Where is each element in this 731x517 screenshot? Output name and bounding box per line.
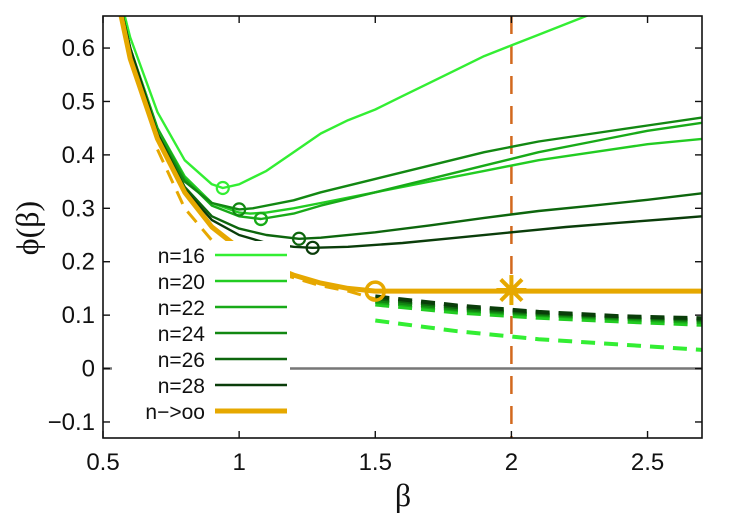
legend-label-5: n=28: [158, 375, 205, 398]
series-5-dashed-branch: [375, 294, 702, 321]
y-tick-label-0: −0.1: [48, 409, 95, 436]
x-tick-label-2: 1.5: [359, 449, 392, 476]
x-axis-label: β: [395, 477, 411, 513]
y-tick-label-6: 0.5: [62, 88, 95, 115]
series-3-line: [121, 16, 702, 211]
series-6-star-marker: [496, 275, 527, 306]
series-1-dashed-branch: [375, 302, 702, 327]
legend-label-3: n=24: [158, 323, 206, 346]
legend-label-0: n=16: [158, 245, 205, 268]
y-tick-label-5: 0.4: [62, 142, 95, 169]
x-tick-label-0: 0.5: [86, 449, 119, 476]
legend: n=16 n=20 n=22 n=24 n=26 n=28 n−>oo: [112, 241, 290, 427]
y-tick-label-2: 0.1: [62, 302, 95, 329]
legend-label-6: n−>oo: [145, 401, 205, 424]
x-tick-label-4: 2.5: [631, 449, 664, 476]
series-3-minimum-marker: [232, 202, 247, 217]
x-tick-label-3: 2: [505, 449, 518, 476]
y-tick-label-7: 0.6: [62, 35, 95, 62]
legend-label-2: n=22: [158, 297, 205, 320]
series-2-line: [121, 16, 702, 221]
series-0-minimum-marker: [215, 180, 230, 196]
legend-label-4: n=26: [158, 349, 205, 372]
y-tick-label-4: 0.3: [62, 195, 95, 222]
series-0-line: [123, 16, 590, 190]
y-axis-label: ϕ(β): [9, 201, 45, 255]
series-6-minimum-marker: [364, 280, 387, 302]
series-4-minimum-marker: [291, 231, 307, 246]
series-0-dashed-branch: [375, 318, 702, 352]
plot-frame: [102, 15, 703, 439]
legend-label-1: n=20: [158, 271, 205, 294]
series-5-minimum-marker: [305, 240, 320, 255]
series-2-minimum-marker: [253, 211, 269, 227]
y-tick-label-3: 0.2: [62, 249, 95, 276]
series-6-line: [118, 16, 702, 294]
y-tick-label-1: 0: [82, 356, 95, 383]
x-tick-label-1: 1: [232, 449, 245, 476]
